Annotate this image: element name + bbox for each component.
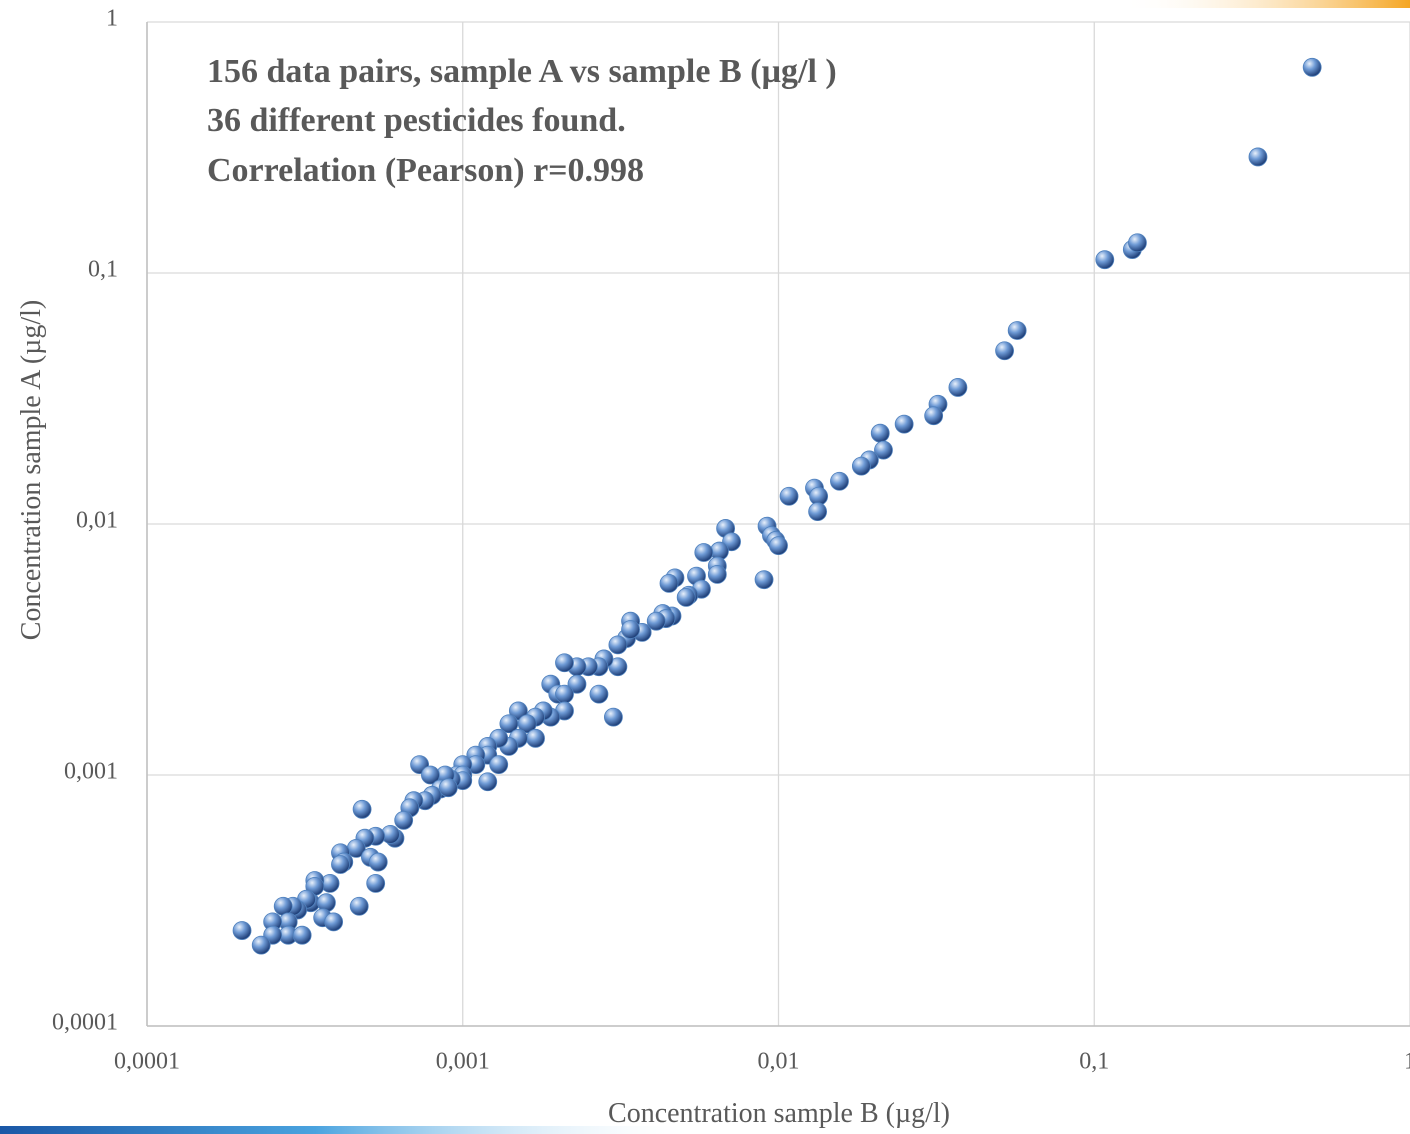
x-tick-label: 0,001 (436, 1049, 490, 1075)
annotation: 156 data pairs, sample A vs sample B (µg… (207, 53, 837, 90)
point (694, 543, 714, 562)
point (1128, 233, 1147, 253)
point (526, 728, 545, 748)
point (366, 873, 386, 893)
annotation: Correlation (Pearson) r=0.998 (207, 152, 644, 189)
x-tick-label: 0,1 (1079, 1049, 1109, 1075)
point (995, 341, 1014, 361)
point (567, 674, 587, 694)
y-tick-label: 0,01 (76, 508, 118, 534)
point (604, 707, 623, 727)
annotation: 36 different pesticides found. (207, 102, 626, 139)
point (517, 714, 537, 734)
point (555, 684, 574, 704)
grid (146, 21, 1410, 1027)
point (1248, 147, 1268, 167)
point (659, 573, 679, 593)
point (894, 414, 914, 434)
y-tick-label: 0,0001 (52, 1010, 118, 1036)
point (555, 653, 574, 673)
point (851, 456, 871, 476)
point (707, 564, 727, 584)
point (352, 799, 372, 819)
point (646, 611, 666, 631)
point (874, 440, 893, 460)
point (478, 772, 498, 792)
decor-band (1120, 0, 1410, 8)
points (232, 57, 1322, 955)
y-axis-title: Concentration sample A (µg/l) (16, 300, 47, 640)
point (924, 406, 944, 426)
x-tick-label: 1 (1404, 1049, 1410, 1075)
point (292, 925, 312, 945)
point (1302, 57, 1322, 77)
point (368, 852, 388, 872)
point (1007, 321, 1027, 340)
point (438, 778, 458, 798)
x-tick-label: 0,0001 (114, 1049, 180, 1075)
point (232, 921, 252, 940)
point (349, 896, 369, 916)
x-axis-title: Concentration sample B (µg/l) (608, 1098, 950, 1129)
y-tick-label: 1 (106, 6, 118, 32)
point (830, 471, 849, 491)
point (676, 587, 696, 607)
point (421, 765, 440, 785)
point (331, 855, 350, 874)
decor-band (0, 1126, 700, 1134)
y-tick-label: 0,001 (64, 759, 118, 785)
point (1095, 250, 1115, 270)
point (251, 935, 271, 955)
point (621, 620, 640, 639)
point (489, 755, 509, 775)
point (608, 635, 628, 655)
point (589, 684, 609, 704)
point (508, 701, 528, 721)
point (769, 536, 788, 556)
point (320, 873, 340, 893)
x-tick-label: 0,01 (758, 1049, 800, 1075)
point (324, 912, 344, 932)
y-tick-label: 0,1 (88, 257, 118, 283)
point (948, 378, 968, 397)
point (754, 570, 774, 590)
point (808, 502, 828, 522)
point (394, 810, 414, 830)
point (779, 486, 799, 506)
point (870, 423, 890, 443)
